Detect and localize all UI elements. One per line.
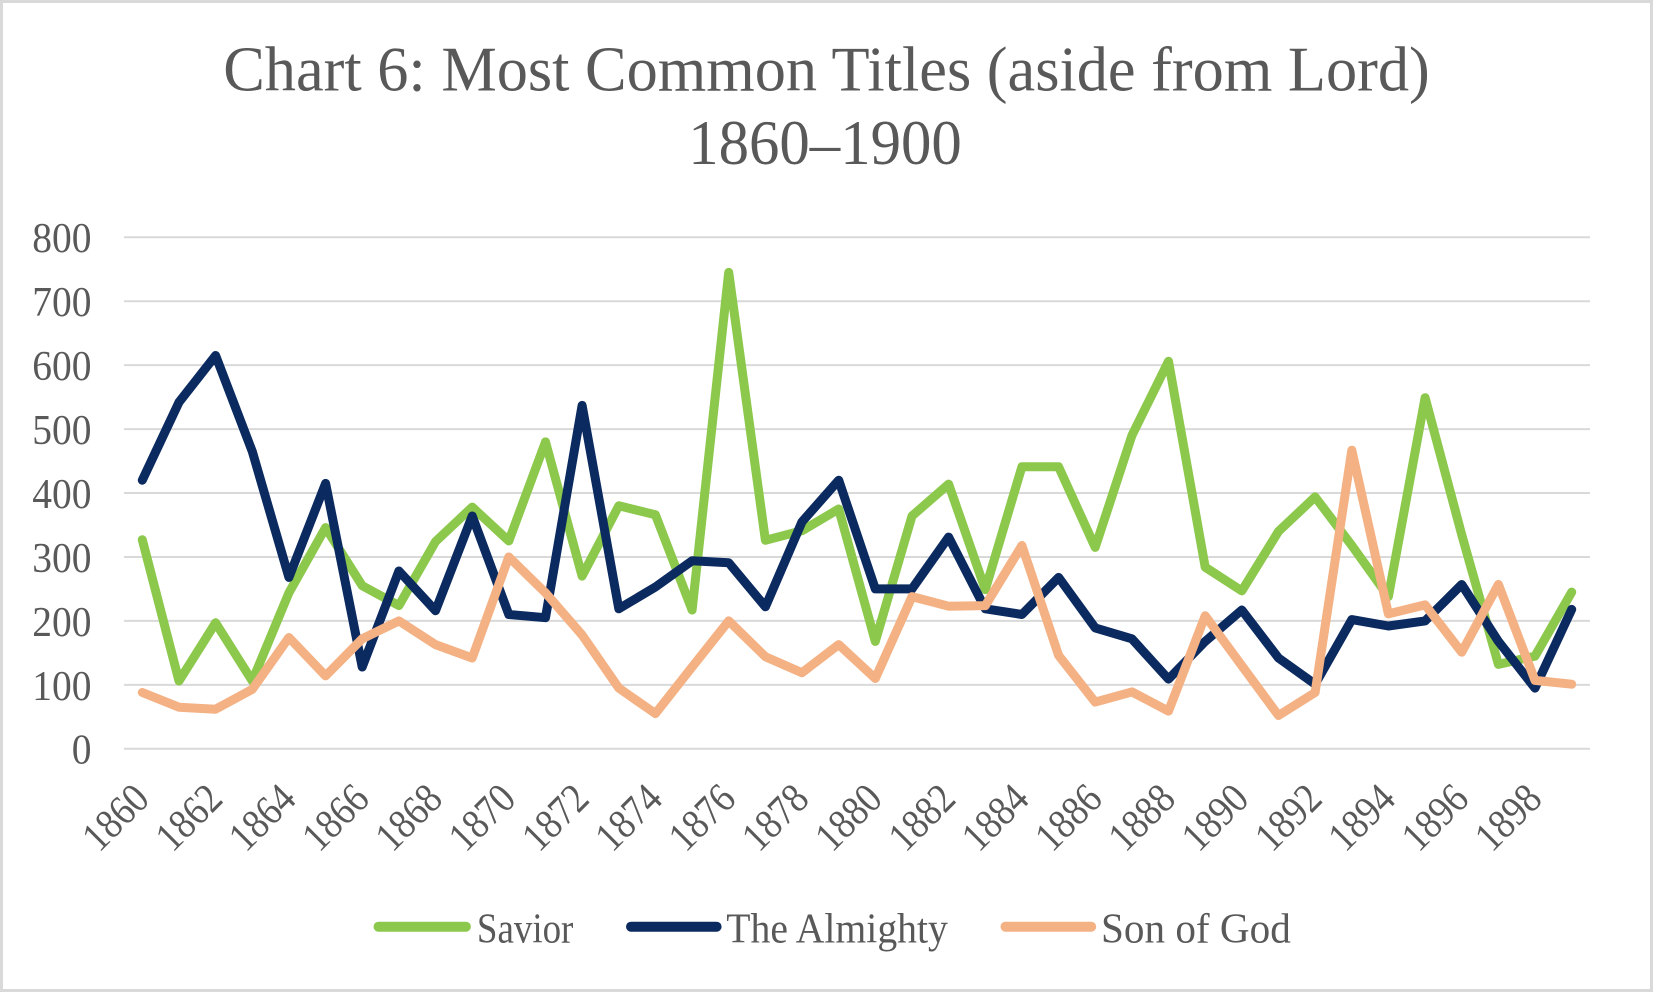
svg-text:1860–1900: 1860–1900	[688, 107, 962, 179]
svg-text:700: 700	[32, 279, 91, 325]
svg-text:500: 500	[32, 407, 91, 453]
svg-text:The Almighty: The Almighty	[726, 905, 948, 951]
svg-text:100: 100	[32, 663, 91, 709]
svg-text:Son of God: Son of God	[1101, 905, 1291, 951]
svg-text:200: 200	[32, 599, 91, 645]
svg-text:0: 0	[72, 727, 92, 773]
svg-text:400: 400	[32, 471, 91, 517]
svg-text:600: 600	[32, 343, 91, 389]
svg-text:Chart 6: Most Common Titles (a: Chart 6: Most Common Titles (aside from …	[223, 34, 1430, 105]
svg-text:Savior: Savior	[477, 905, 573, 952]
svg-text:300: 300	[32, 535, 91, 581]
svg-text:800: 800	[32, 215, 91, 261]
